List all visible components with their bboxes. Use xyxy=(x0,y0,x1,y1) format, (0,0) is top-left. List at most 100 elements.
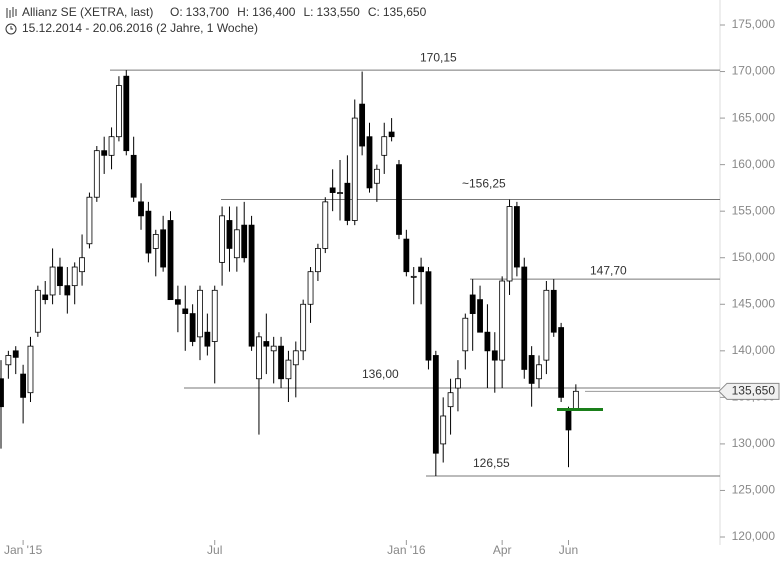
header-name: Allianz SE (XETRA, last) xyxy=(22,5,153,19)
candle-body xyxy=(572,390,579,410)
candle-body xyxy=(440,415,447,445)
candle-body xyxy=(167,220,174,301)
candle-body xyxy=(79,257,85,273)
candle-body xyxy=(204,331,211,347)
candle-body xyxy=(344,182,351,221)
candle-body xyxy=(462,317,469,352)
candle-body xyxy=(211,289,218,342)
candle-body xyxy=(233,229,240,259)
candle-body xyxy=(307,271,314,305)
quote-label: C: xyxy=(368,5,380,19)
candle-body xyxy=(455,378,461,389)
candle-body xyxy=(101,150,108,156)
candle-body xyxy=(550,289,557,333)
level-label: 126,55 xyxy=(473,456,510,470)
quote-value: 136,400 xyxy=(252,5,296,19)
candle-body xyxy=(152,234,159,249)
x-tick-label: Apr xyxy=(493,543,512,557)
candle-body xyxy=(499,280,506,361)
y-tick-label: 175,000 xyxy=(732,17,776,31)
candle-body xyxy=(34,289,41,333)
y-tick-label: 170,000 xyxy=(732,64,776,78)
price-tag xyxy=(718,382,780,400)
candle-body xyxy=(285,359,292,380)
candle-body xyxy=(182,308,189,314)
candle-body xyxy=(491,350,498,361)
price-tag-label: 135,650 xyxy=(732,383,776,397)
candle-body xyxy=(447,392,454,408)
candle-body xyxy=(403,238,410,273)
candle-body xyxy=(506,206,513,282)
candle-body xyxy=(256,336,262,380)
candle-body xyxy=(432,355,439,454)
level-label: ~156,25 xyxy=(462,177,506,191)
candle-body xyxy=(0,378,4,408)
candle-body xyxy=(418,266,424,273)
candle-body xyxy=(315,248,321,273)
candle-body xyxy=(270,345,277,352)
candle-body xyxy=(248,224,255,347)
candle-body xyxy=(477,299,483,333)
candle-body xyxy=(543,289,550,361)
candle-body xyxy=(5,355,12,366)
candle-body xyxy=(219,215,226,263)
y-tick-label: 155,000 xyxy=(732,203,776,217)
y-tick-label: 145,000 xyxy=(732,296,776,310)
candle-body xyxy=(27,345,34,394)
candle-body xyxy=(42,294,49,301)
candle-body xyxy=(226,220,233,249)
candle-body xyxy=(521,266,528,370)
candle-body xyxy=(536,364,542,380)
candle-body xyxy=(71,266,78,287)
candle-body xyxy=(108,136,115,156)
x-tick-label: Jun xyxy=(559,543,578,557)
candle-body xyxy=(322,201,329,249)
candle-body xyxy=(93,150,100,198)
candle-body xyxy=(20,373,27,398)
candle-body xyxy=(174,299,181,305)
candle-body xyxy=(469,294,476,314)
y-tick-label: 130,000 xyxy=(732,436,776,450)
candle-body xyxy=(57,266,63,287)
y-tick-label: 125,000 xyxy=(732,483,776,497)
candle-body xyxy=(116,85,122,138)
quote-label: O: xyxy=(170,5,183,19)
y-tick-label: 165,000 xyxy=(732,110,776,124)
candle-body xyxy=(138,201,144,217)
quote-value: 133,700 xyxy=(186,5,230,19)
candle-body xyxy=(558,327,565,398)
candle-body xyxy=(123,75,130,152)
candle-body xyxy=(49,266,56,296)
candle-body xyxy=(300,303,307,352)
candle-body xyxy=(337,192,343,194)
quote-label: H: xyxy=(237,5,249,19)
candle-body xyxy=(396,164,402,235)
candle-body xyxy=(263,341,270,347)
y-tick-label: 120,000 xyxy=(732,529,776,543)
candle-body xyxy=(292,350,299,366)
candle-body xyxy=(189,313,196,342)
x-tick-label: Jan '16 xyxy=(387,543,426,557)
candle-body xyxy=(381,136,388,156)
candle-body xyxy=(197,289,203,338)
candle-body xyxy=(410,275,417,278)
candle-body xyxy=(373,168,380,184)
candle-body xyxy=(388,131,395,138)
candle-body xyxy=(484,331,491,352)
header-period: 15.12.2014 - 20.06.2016 (2 Jahre, 1 Woch… xyxy=(22,21,258,35)
candle-body xyxy=(130,154,137,198)
candle-body xyxy=(86,196,93,245)
candle-body xyxy=(425,271,432,361)
candle-body xyxy=(64,285,71,296)
candle-body xyxy=(565,410,572,431)
candle-body xyxy=(528,355,535,384)
candle-body xyxy=(329,187,336,193)
candle-body xyxy=(359,103,366,147)
quote-value: 135,650 xyxy=(383,5,427,19)
candle-body xyxy=(351,117,358,221)
level-label: 170,15 xyxy=(420,50,457,64)
candle-body xyxy=(278,345,284,380)
level-label: 147,70 xyxy=(590,263,627,277)
candle-body xyxy=(12,350,19,358)
